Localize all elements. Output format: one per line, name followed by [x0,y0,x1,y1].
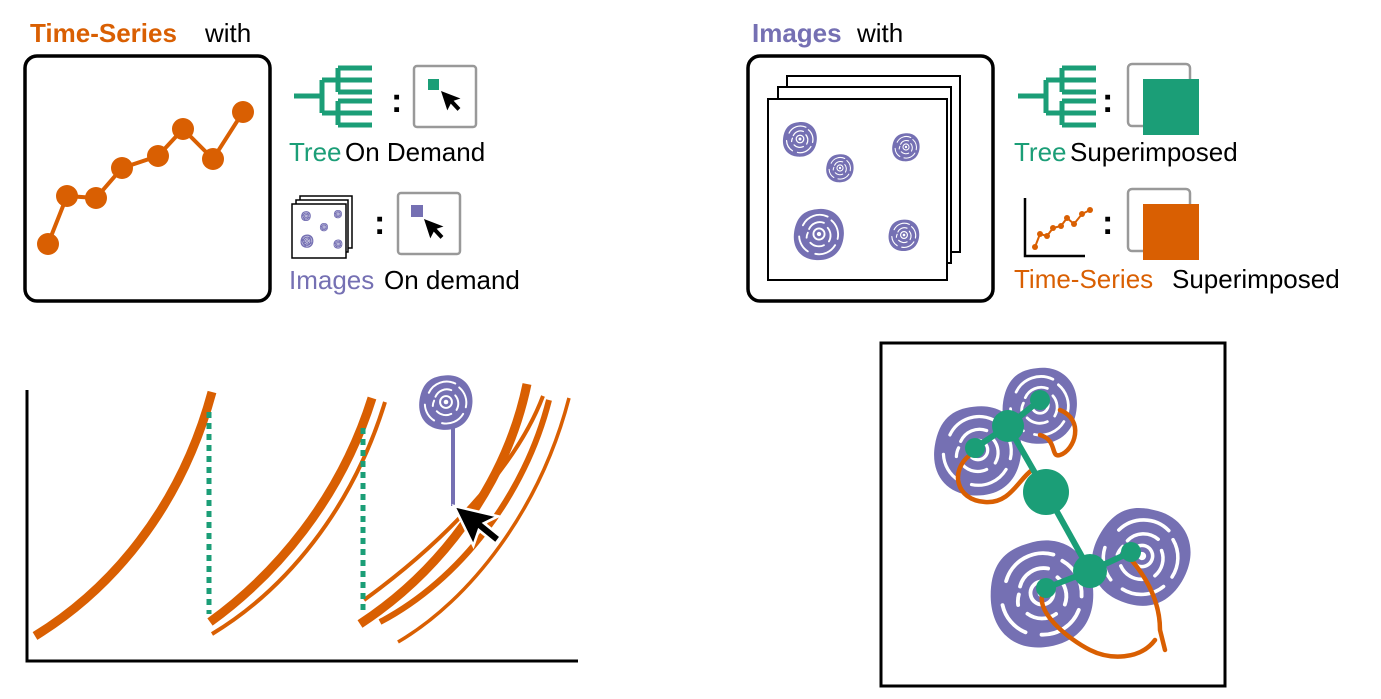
series-line [1037,407,1078,458]
tree-node [1030,390,1050,410]
time-series-plot [37,101,254,255]
series-line [1039,585,1158,659]
tree-node [1036,578,1056,598]
superimposed-view [932,366,1205,659]
colon-tree-right: : [1102,82,1114,120]
images-on-demand-highlight: Images [289,265,375,295]
series-line [210,401,387,636]
tree-node [1073,554,1107,588]
colon-tree-left: : [391,82,403,120]
tree-on-demand-rest: On Demand [345,137,486,167]
line-chart-icon [1023,198,1093,258]
cell-image-icon [418,374,474,431]
tree-node [965,438,985,458]
tree-superimposed-highlight: Tree [1014,137,1067,167]
left-heading-highlight: Time-Series [30,18,177,48]
plot-axes [25,390,578,663]
series-line [955,452,1035,505]
tree-superimposed-square [1143,79,1199,135]
series-line [32,390,217,640]
ts-superimposed-square [1143,204,1199,260]
time-series-box [23,54,272,303]
tree-select-square [428,79,439,90]
image-stack-box [746,54,995,303]
series-line [397,397,571,644]
tree-node [1023,469,1069,515]
tree-node [992,410,1024,442]
images-on-demand-rest: On demand [384,265,520,295]
series-line [1125,553,1168,653]
tree-icon [294,65,372,128]
series-line [362,395,545,602]
bottom-left-plot [25,374,578,663]
colon-images-left: : [374,204,386,242]
images-select-square [411,205,423,217]
tree-icon [1018,65,1096,128]
tree-node [1121,542,1141,562]
right-heading-highlight: Images [752,18,842,48]
colon-ts-right: : [1102,204,1114,242]
right-heading-rest: with [857,18,904,48]
ts-superimposed-highlight: Time-Series [1014,264,1154,294]
tree-superimposed-rest: Superimposed [1070,137,1238,167]
left-heading-rest: with [205,18,252,48]
cell-image-icon [291,195,353,259]
series-line [207,396,377,626]
ts-superimposed-rest: Superimposed [1172,264,1340,294]
superimposed-box [879,341,1227,688]
tree-on-demand-highlight: Tree [289,137,342,167]
